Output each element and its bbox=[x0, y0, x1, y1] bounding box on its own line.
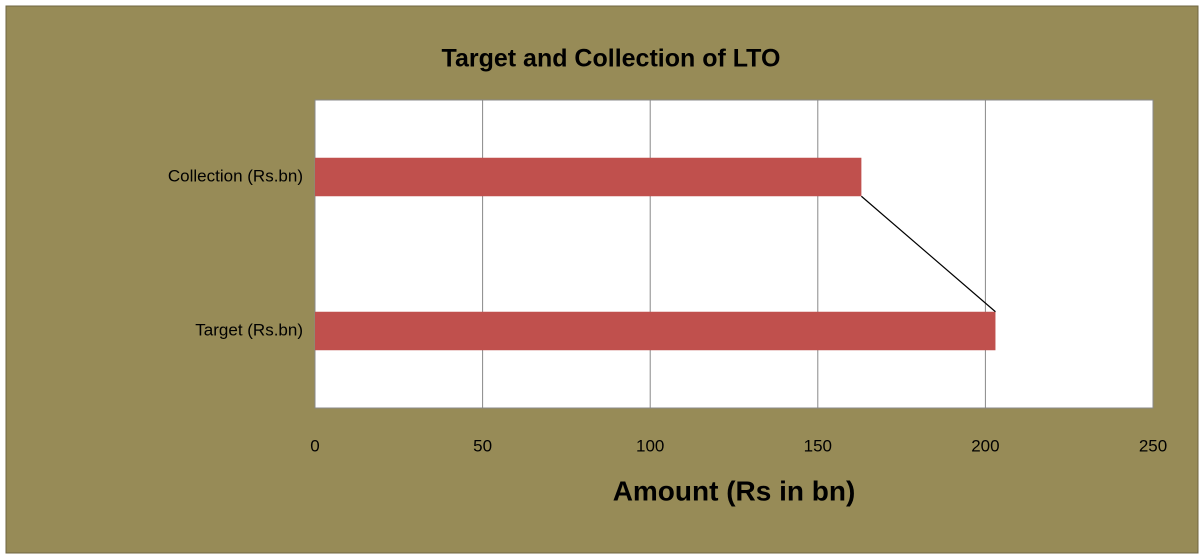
y-tick-label: Collection (Rs.bn) bbox=[168, 166, 303, 185]
chart-title: Target and Collection of LTO bbox=[442, 45, 781, 73]
x-tick-label: 200 bbox=[971, 436, 999, 455]
bar bbox=[315, 311, 996, 351]
x-axis-label: Amount (Rs in bn) bbox=[613, 475, 856, 506]
x-tick-label: 50 bbox=[473, 436, 492, 455]
x-tick-label: 250 bbox=[1139, 436, 1167, 455]
x-tick-label: 150 bbox=[804, 436, 832, 455]
bar bbox=[315, 157, 862, 197]
x-tick-label: 100 bbox=[636, 436, 664, 455]
series-line bbox=[860, 195, 996, 313]
y-tick-label: Target (Rs.bn) bbox=[195, 320, 303, 339]
plot-area bbox=[314, 99, 1154, 409]
x-tick-label: 0 bbox=[310, 436, 319, 455]
